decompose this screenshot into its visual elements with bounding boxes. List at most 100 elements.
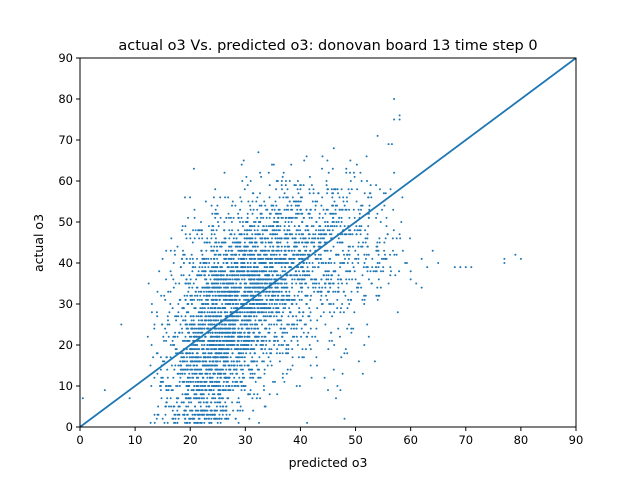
data-point [209,331,212,334]
data-point [245,344,248,346]
y-tick-label: 0 [66,420,73,434]
data-point [389,253,392,256]
data-point [282,278,285,281]
data-point [270,315,272,318]
data-point [377,253,380,256]
data-point [280,290,283,293]
data-point [275,253,278,256]
data-point [241,372,244,375]
data-point [262,311,265,314]
y-tick-label: 20 [58,338,73,352]
data-point [196,360,199,363]
data-point [298,385,301,387]
data-point [216,360,219,363]
data-point [205,241,208,244]
data-point [233,376,236,379]
data-point [365,266,368,269]
data-point [303,323,306,326]
data-point [215,380,218,383]
data-point [186,303,189,305]
data-point [245,339,248,342]
data-point [327,348,330,351]
data-point [379,188,381,191]
data-point [341,282,343,285]
data-point [240,200,243,203]
data-point [335,253,338,256]
data-point [224,401,227,404]
data-point [299,200,302,203]
data-point [286,368,289,371]
data-point [313,282,316,285]
data-point [214,397,217,400]
data-point [173,249,176,252]
data-point [201,253,204,256]
data-point [197,413,200,416]
data-point [256,229,259,232]
data-point [272,307,275,310]
data-point [211,270,214,273]
data-point [258,421,260,424]
data-point [203,286,206,289]
data-point [194,266,197,269]
data-point [232,286,235,289]
data-point [268,249,271,252]
data-point [341,262,343,264]
data-point [247,200,250,203]
data-point [233,368,236,371]
data-point [299,208,302,211]
data-point [249,372,252,375]
data-point [249,225,252,228]
data-point [228,278,230,281]
data-point [225,385,228,387]
data-point [192,315,195,318]
data-point [343,225,346,228]
data-point [166,323,169,326]
data-point [254,233,257,236]
data-point [242,352,245,355]
data-point [280,237,283,240]
data-point [201,311,204,314]
data-point [232,237,235,240]
data-point [214,253,217,256]
data-point [331,216,334,219]
data-point [265,311,268,314]
data-point [197,290,200,293]
data-point [290,249,293,252]
data-point [198,360,201,363]
data-point [192,266,195,269]
data-point [353,229,356,232]
data-point [260,270,263,273]
data-point [295,270,298,273]
data-point [223,344,225,346]
data-point [182,319,185,322]
data-point [314,208,317,211]
data-point [285,216,288,219]
data-point [273,303,276,305]
data-point [184,225,187,228]
data-point [205,294,208,297]
data-point [274,278,277,281]
data-point [274,200,277,203]
data-point [265,307,268,310]
data-point [317,229,320,232]
data-point [216,257,219,260]
data-point [214,319,216,322]
data-point [207,339,210,342]
data-point [244,290,247,293]
data-point [246,233,248,236]
data-point [339,266,342,269]
data-point [296,188,299,191]
data-point [243,311,246,314]
data-point [237,278,240,281]
data-point [258,319,261,322]
data-point [150,344,153,346]
data-point [281,303,284,305]
data-point [208,352,211,355]
data-point [290,262,293,264]
data-point [178,385,181,387]
data-point [210,204,213,207]
data-point [302,184,305,187]
data-point [262,216,265,219]
data-point [282,171,285,174]
data-point [204,352,207,355]
